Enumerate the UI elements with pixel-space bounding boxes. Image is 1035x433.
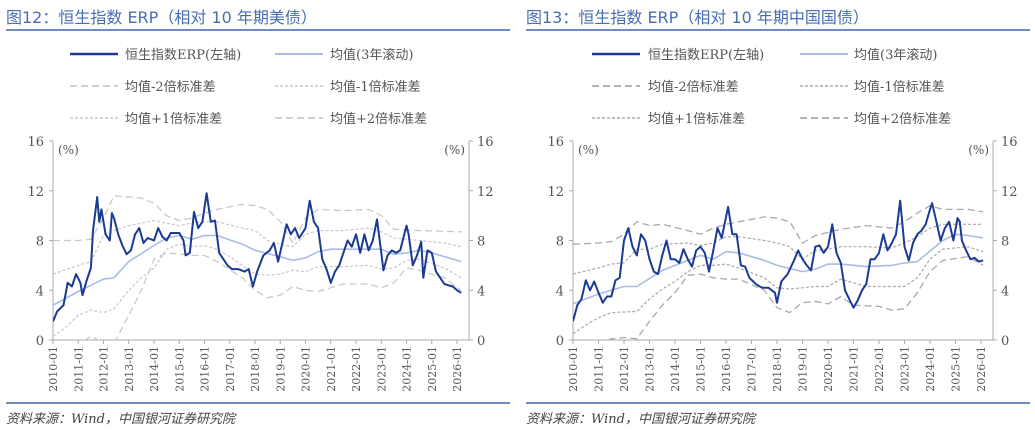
x-tick-label: 2011-01 bbox=[593, 346, 606, 392]
y-tick-label: 12 bbox=[547, 185, 564, 200]
right-axis-unit: (%) bbox=[968, 143, 989, 157]
x-tick-label: 2013-01 bbox=[644, 346, 657, 392]
source-note: 资料来源：Wind，中国银河证券研究院 bbox=[526, 412, 755, 427]
x-tick-label: 2020-01 bbox=[300, 346, 313, 392]
x-tick-label: 2026-01 bbox=[451, 346, 464, 392]
legend-label-m1: 均值-1倍标准差 bbox=[854, 79, 945, 95]
series-line-m2 bbox=[606, 256, 984, 340]
left-axis-unit: (%) bbox=[578, 143, 599, 157]
series-line-p2 bbox=[573, 205, 984, 245]
x-tick-label: 2024-01 bbox=[401, 346, 414, 392]
y-tick-label: 4 bbox=[36, 284, 44, 299]
plot-area bbox=[573, 199, 984, 340]
y-tick-label-right: 12 bbox=[477, 185, 494, 200]
y-tick-label-right: 4 bbox=[477, 284, 485, 299]
x-tick-label: 2017-01 bbox=[746, 346, 759, 392]
y-tick-label-right: 16 bbox=[477, 135, 494, 150]
title-divider bbox=[6, 29, 510, 31]
x-tick-label: 2010-01 bbox=[567, 346, 580, 392]
series-line-p1 bbox=[573, 223, 984, 275]
legend-label-m2: 均值-2倍标准差 bbox=[125, 79, 216, 95]
x-tick-label: 2015-01 bbox=[695, 346, 708, 392]
x-tick-label: 2024-01 bbox=[924, 346, 937, 392]
legend-label-p1: 均值+1倍标准差 bbox=[125, 111, 222, 127]
x-tick-label: 2014-01 bbox=[148, 346, 161, 392]
series-line-erp bbox=[573, 199, 984, 322]
source-divider bbox=[6, 402, 510, 404]
series-line-m1 bbox=[573, 246, 984, 335]
legend-label-mean: 均值(3年滚动) bbox=[854, 47, 937, 63]
y-tick-label-right: 12 bbox=[1001, 185, 1018, 200]
chart-title: 图13：恒生指数 ERP（相对 10 年期中国国债） bbox=[526, 8, 869, 27]
x-tick-label: 2019-01 bbox=[797, 346, 810, 392]
chart-svg: 0 0 4 4 8 8 12 12 16 16 (%) (%) 2010-01 2011-01 2012-0… bbox=[547, 47, 1018, 392]
y-tick-label: 8 bbox=[556, 235, 564, 250]
x-tick-label: 2017-01 bbox=[224, 346, 237, 392]
y-tick-label-right: 0 bbox=[477, 334, 485, 349]
x-tick-label: 2021-01 bbox=[848, 346, 861, 392]
legend-label-m1: 均值-1倍标准差 bbox=[330, 79, 421, 95]
legend-label-p1: 均值+1倍标准差 bbox=[648, 111, 745, 127]
x-tick-label: 2022-01 bbox=[350, 346, 363, 392]
y-tick-label: 12 bbox=[27, 185, 44, 200]
left-axis-unit: (%) bbox=[58, 143, 79, 157]
x-tick-label: 2025-01 bbox=[950, 346, 963, 392]
y-tick-label: 16 bbox=[547, 135, 564, 150]
chart-panel-cn-bond: 图13：恒生指数 ERP（相对 10 年期中国国债） 0 0 4 4 8 8 12 12 16 1… bbox=[520, 0, 1030, 433]
series-line-p2 bbox=[53, 195, 462, 244]
y-tick-label-right: 8 bbox=[477, 235, 485, 250]
legend-label-m2: 均值-2倍标准差 bbox=[648, 79, 739, 95]
legend-label-erp: 恒生指数ERP(左轴) bbox=[125, 48, 241, 63]
legend-label-p2: 均值+2倍标准差 bbox=[854, 111, 951, 127]
x-tick-label: 2023-01 bbox=[375, 346, 388, 392]
y-tick-label-right: 4 bbox=[1001, 284, 1009, 299]
plot-area bbox=[53, 192, 462, 340]
x-tick-label: 2011-01 bbox=[72, 346, 85, 392]
y-tick-label-right: 16 bbox=[1001, 135, 1018, 150]
x-tick-label: 2022-01 bbox=[873, 346, 886, 392]
x-tick-label: 2018-01 bbox=[249, 346, 262, 392]
right-axis-unit: (%) bbox=[444, 143, 465, 157]
y-tick-label: 0 bbox=[556, 334, 564, 349]
x-tick-label: 2015-01 bbox=[173, 346, 186, 392]
x-tick-label: 2020-01 bbox=[822, 346, 835, 392]
y-tick-label: 16 bbox=[27, 135, 44, 150]
chart-panel-us-bond: 图12：恒生指数 ERP（相对 10 年期美债） 0 0 4 4 8 8 12 12 16 16 (… bbox=[0, 0, 510, 433]
y-tick-label: 0 bbox=[36, 334, 44, 349]
legend-label-mean: 均值(3年滚动) bbox=[330, 47, 413, 63]
series-line-mean bbox=[53, 234, 462, 306]
y-tick-label-right: 8 bbox=[1001, 235, 1009, 250]
x-tick-label: 2013-01 bbox=[123, 346, 136, 392]
y-tick-label: 8 bbox=[36, 235, 44, 250]
x-tick-label: 2014-01 bbox=[669, 346, 682, 392]
chart-title: 图12：恒生指数 ERP（相对 10 年期美债） bbox=[6, 8, 317, 27]
x-tick-label: 2021-01 bbox=[325, 346, 338, 392]
x-tick-label: 2016-01 bbox=[720, 346, 733, 392]
series-line-m1 bbox=[53, 243, 462, 337]
x-tick-label: 2019-01 bbox=[274, 346, 287, 392]
source-note: 资料来源：Wind，中国银河证券研究院 bbox=[6, 412, 235, 427]
legend-label-p2: 均值+2倍标准差 bbox=[330, 111, 427, 127]
series-line-erp bbox=[53, 192, 462, 322]
x-tick-label: 2023-01 bbox=[899, 346, 912, 392]
x-tick-label: 2016-01 bbox=[199, 346, 212, 392]
title-divider bbox=[526, 29, 1030, 31]
y-tick-label-right: 0 bbox=[1001, 334, 1009, 349]
x-tick-label: 2026-01 bbox=[975, 346, 988, 392]
chart-svg: 0 0 4 4 8 8 12 12 16 16 (%) (%) 2010-01 2011-01 2012-0… bbox=[27, 47, 494, 392]
x-tick-label: 2010-01 bbox=[47, 346, 60, 392]
y-tick-label: 4 bbox=[556, 284, 564, 299]
x-tick-label: 2025-01 bbox=[426, 346, 439, 392]
x-tick-label: 2018-01 bbox=[771, 346, 784, 392]
x-tick-label: 2012-01 bbox=[618, 346, 631, 392]
x-tick-label: 2012-01 bbox=[98, 346, 111, 392]
legend-label-erp: 恒生指数ERP(左轴) bbox=[648, 48, 764, 63]
source-divider bbox=[526, 402, 1030, 404]
